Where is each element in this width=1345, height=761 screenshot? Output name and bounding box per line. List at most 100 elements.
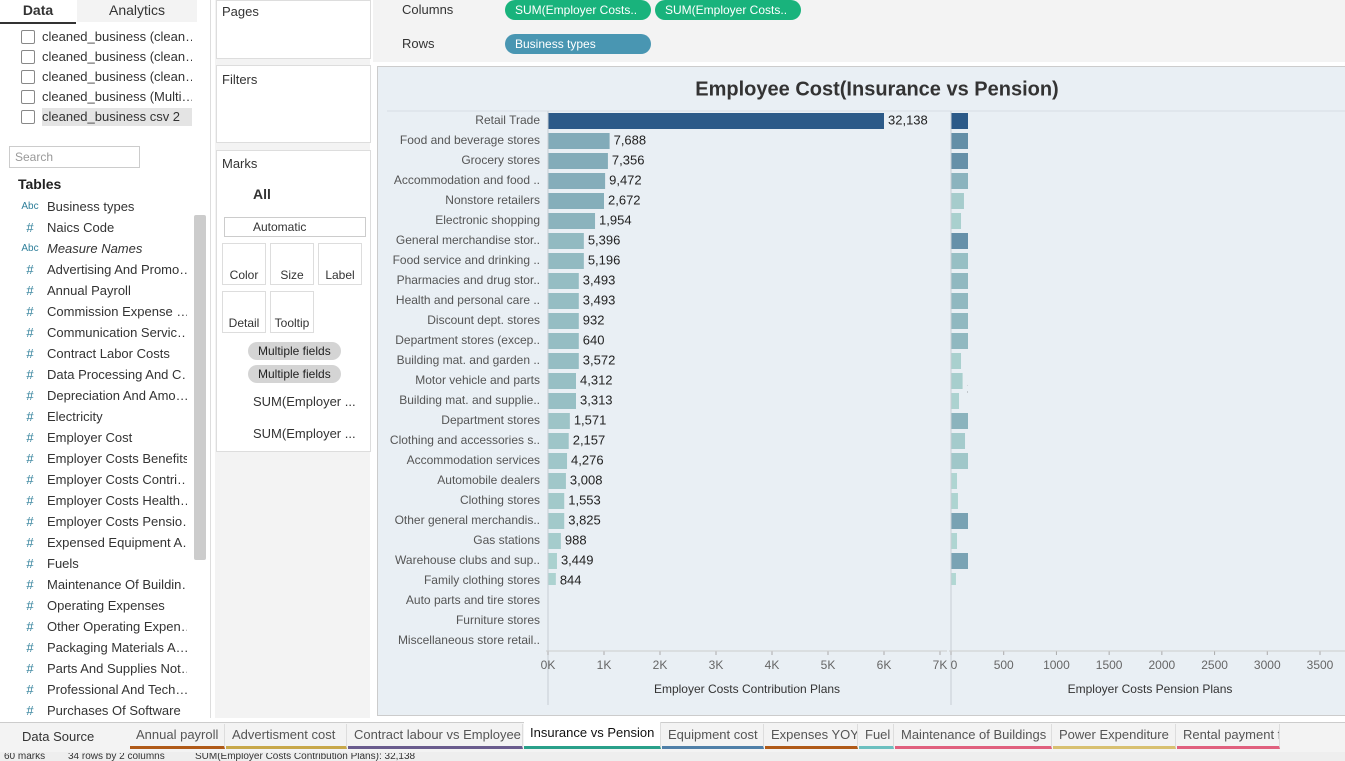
category-label: Other general merchandis.. <box>395 513 540 527</box>
category-label: Gas stations <box>473 533 540 547</box>
data-label: 179 <box>974 460 996 475</box>
sheet-tab[interactable]: Contract labour vs Employee <box>348 724 523 749</box>
field[interactable]: Purchases Of Software <box>47 703 181 718</box>
category-label: Electronic shopping <box>435 213 540 227</box>
field-type: # <box>26 409 34 424</box>
field[interactable]: Fuels <box>47 556 79 571</box>
data-label: 932 <box>583 312 605 327</box>
sheet-tab[interactable]: Equipment cost <box>662 724 764 749</box>
bar <box>951 293 968 309</box>
field-type: # <box>26 535 34 550</box>
field[interactable]: Annual Payroll <box>47 283 131 298</box>
marks-pill[interactable]: Multiple fields <box>248 342 341 360</box>
field[interactable]: Packaging Materials A… <box>47 640 187 655</box>
category-label: Food service and drinking .. <box>393 253 540 267</box>
data-label: 1,241 <box>1086 160 1119 175</box>
mark-type[interactable]: Automatic <box>224 217 366 237</box>
field[interactable]: Naics Code <box>47 220 115 235</box>
field[interactable]: Employer Costs Pensio… <box>47 514 187 529</box>
bar <box>548 413 570 429</box>
bar <box>548 533 561 549</box>
sheet-tab[interactable]: Power Expenditure <box>1053 724 1176 749</box>
field[interactable]: Employer Costs Contri… <box>47 472 187 487</box>
axis-title: Employer Costs Contribution Plans <box>654 682 840 696</box>
mark-button[interactable] <box>270 291 314 333</box>
field[interactable]: Communication Servic… <box>47 325 187 340</box>
bar <box>548 113 884 129</box>
data-label: 366 <box>994 280 1016 295</box>
search-box[interactable]: Search <box>9 146 140 168</box>
bar <box>951 493 958 509</box>
category-label: Department stores (excep.. <box>395 333 540 347</box>
field[interactable]: Parts And Supplies Not… <box>47 661 187 676</box>
data-source[interactable]: cleaned_business (clean… <box>42 49 192 64</box>
analytics-tab[interactable]: Analytics <box>77 0 197 22</box>
rows-label: Rows <box>402 36 435 51</box>
field-type: # <box>26 451 34 466</box>
field-type: # <box>26 682 34 697</box>
marks-measure[interactable]: SUM(Employer ... <box>253 394 356 409</box>
field[interactable]: Professional And Tech… <box>47 682 187 697</box>
field[interactable]: Advertising And Promo… <box>47 262 187 277</box>
mark-button[interactable] <box>318 243 362 285</box>
field-type: # <box>26 304 34 319</box>
field[interactable]: Electricity <box>47 409 103 424</box>
category-label: General merchandise stor.. <box>396 233 540 247</box>
mark-button[interactable] <box>222 243 266 285</box>
mark-button[interactable] <box>270 243 314 285</box>
field-type: # <box>26 220 34 235</box>
sheet-tab[interactable]: Rental payment f <box>1177 724 1280 749</box>
marks-pill[interactable]: Multiple fields <box>248 365 341 383</box>
field[interactable]: Business types <box>47 199 135 214</box>
sheet-tab[interactable]: Fuel <box>859 724 894 749</box>
field[interactable]: Employer Costs Benefits <box>47 451 187 466</box>
x-tick-label: 7K <box>933 658 948 672</box>
field[interactable]: Other Operating Expen… <box>47 619 187 634</box>
axis-title: Employer Costs Pension Plans <box>1068 682 1233 696</box>
category-label: Nonstore retailers <box>445 193 540 207</box>
bar <box>951 553 968 569</box>
mark-button[interactable] <box>222 291 266 333</box>
source-icon <box>21 70 35 84</box>
data-source[interactable]: cleaned_business csv 2 <box>42 108 192 126</box>
field[interactable]: Data Processing And C… <box>47 367 187 382</box>
field[interactable]: Depreciation And Amo… <box>47 388 187 403</box>
columns-label: Columns <box>402 2 454 17</box>
data-tab[interactable]: Data <box>0 0 76 24</box>
data-source[interactable]: cleaned_business (clean… <box>42 29 192 44</box>
column-pill[interactable]: SUM(Employer Costs.. <box>655 0 801 20</box>
sheet-tab[interactable]: Annual payroll <box>130 724 225 749</box>
data-source-tab[interactable]: Data Source <box>22 729 95 744</box>
row-pill[interactable]: Business types <box>505 34 651 54</box>
field[interactable]: Measure Names <box>47 241 143 256</box>
field[interactable]: Maintenance Of Buildin… <box>47 577 187 592</box>
data-label: 5,396 <box>588 232 621 247</box>
sheet-tab[interactable]: Insurance vs Pension <box>524 722 661 749</box>
status-bar <box>0 752 1345 761</box>
x-tick-label: 2500 <box>1201 658 1228 672</box>
field[interactable]: Employer Costs Health… <box>47 493 187 508</box>
field[interactable]: Operating Expenses <box>47 598 165 613</box>
pages-title: Pages <box>222 4 259 19</box>
marks-measure[interactable]: SUM(Employer ... <box>253 426 356 441</box>
field[interactable]: Expensed Equipment A… <box>47 535 187 550</box>
sheet-tab[interactable]: Advertisment cost <box>226 724 347 749</box>
tables-heading: Tables <box>18 176 62 192</box>
field[interactable]: Employer Cost <box>47 430 133 445</box>
status-text: 34 rows by 2 columns <box>68 753 165 761</box>
sheet-tab[interactable]: Maintenance of Buildings <box>895 724 1052 749</box>
data-label: 922 <box>556 632 578 647</box>
filters-card <box>216 65 371 143</box>
data-source[interactable]: cleaned_business (Multi… <box>42 89 192 104</box>
field[interactable]: Contract Labor Costs <box>47 346 170 361</box>
field[interactable]: Commission Expense … <box>47 304 187 319</box>
bar <box>951 393 960 409</box>
x-tick-label: 6K <box>877 658 892 672</box>
sheet-tab[interactable]: Expenses YOY <box>765 724 858 749</box>
data-source[interactable]: cleaned_business (clean… <box>42 69 192 84</box>
column-pill[interactable]: SUM(Employer Costs.. <box>505 0 651 20</box>
category-label: Accommodation services <box>407 453 540 467</box>
bar <box>548 393 576 409</box>
data-label: 3,572 <box>583 352 616 367</box>
data-label: 31 <box>958 640 972 655</box>
